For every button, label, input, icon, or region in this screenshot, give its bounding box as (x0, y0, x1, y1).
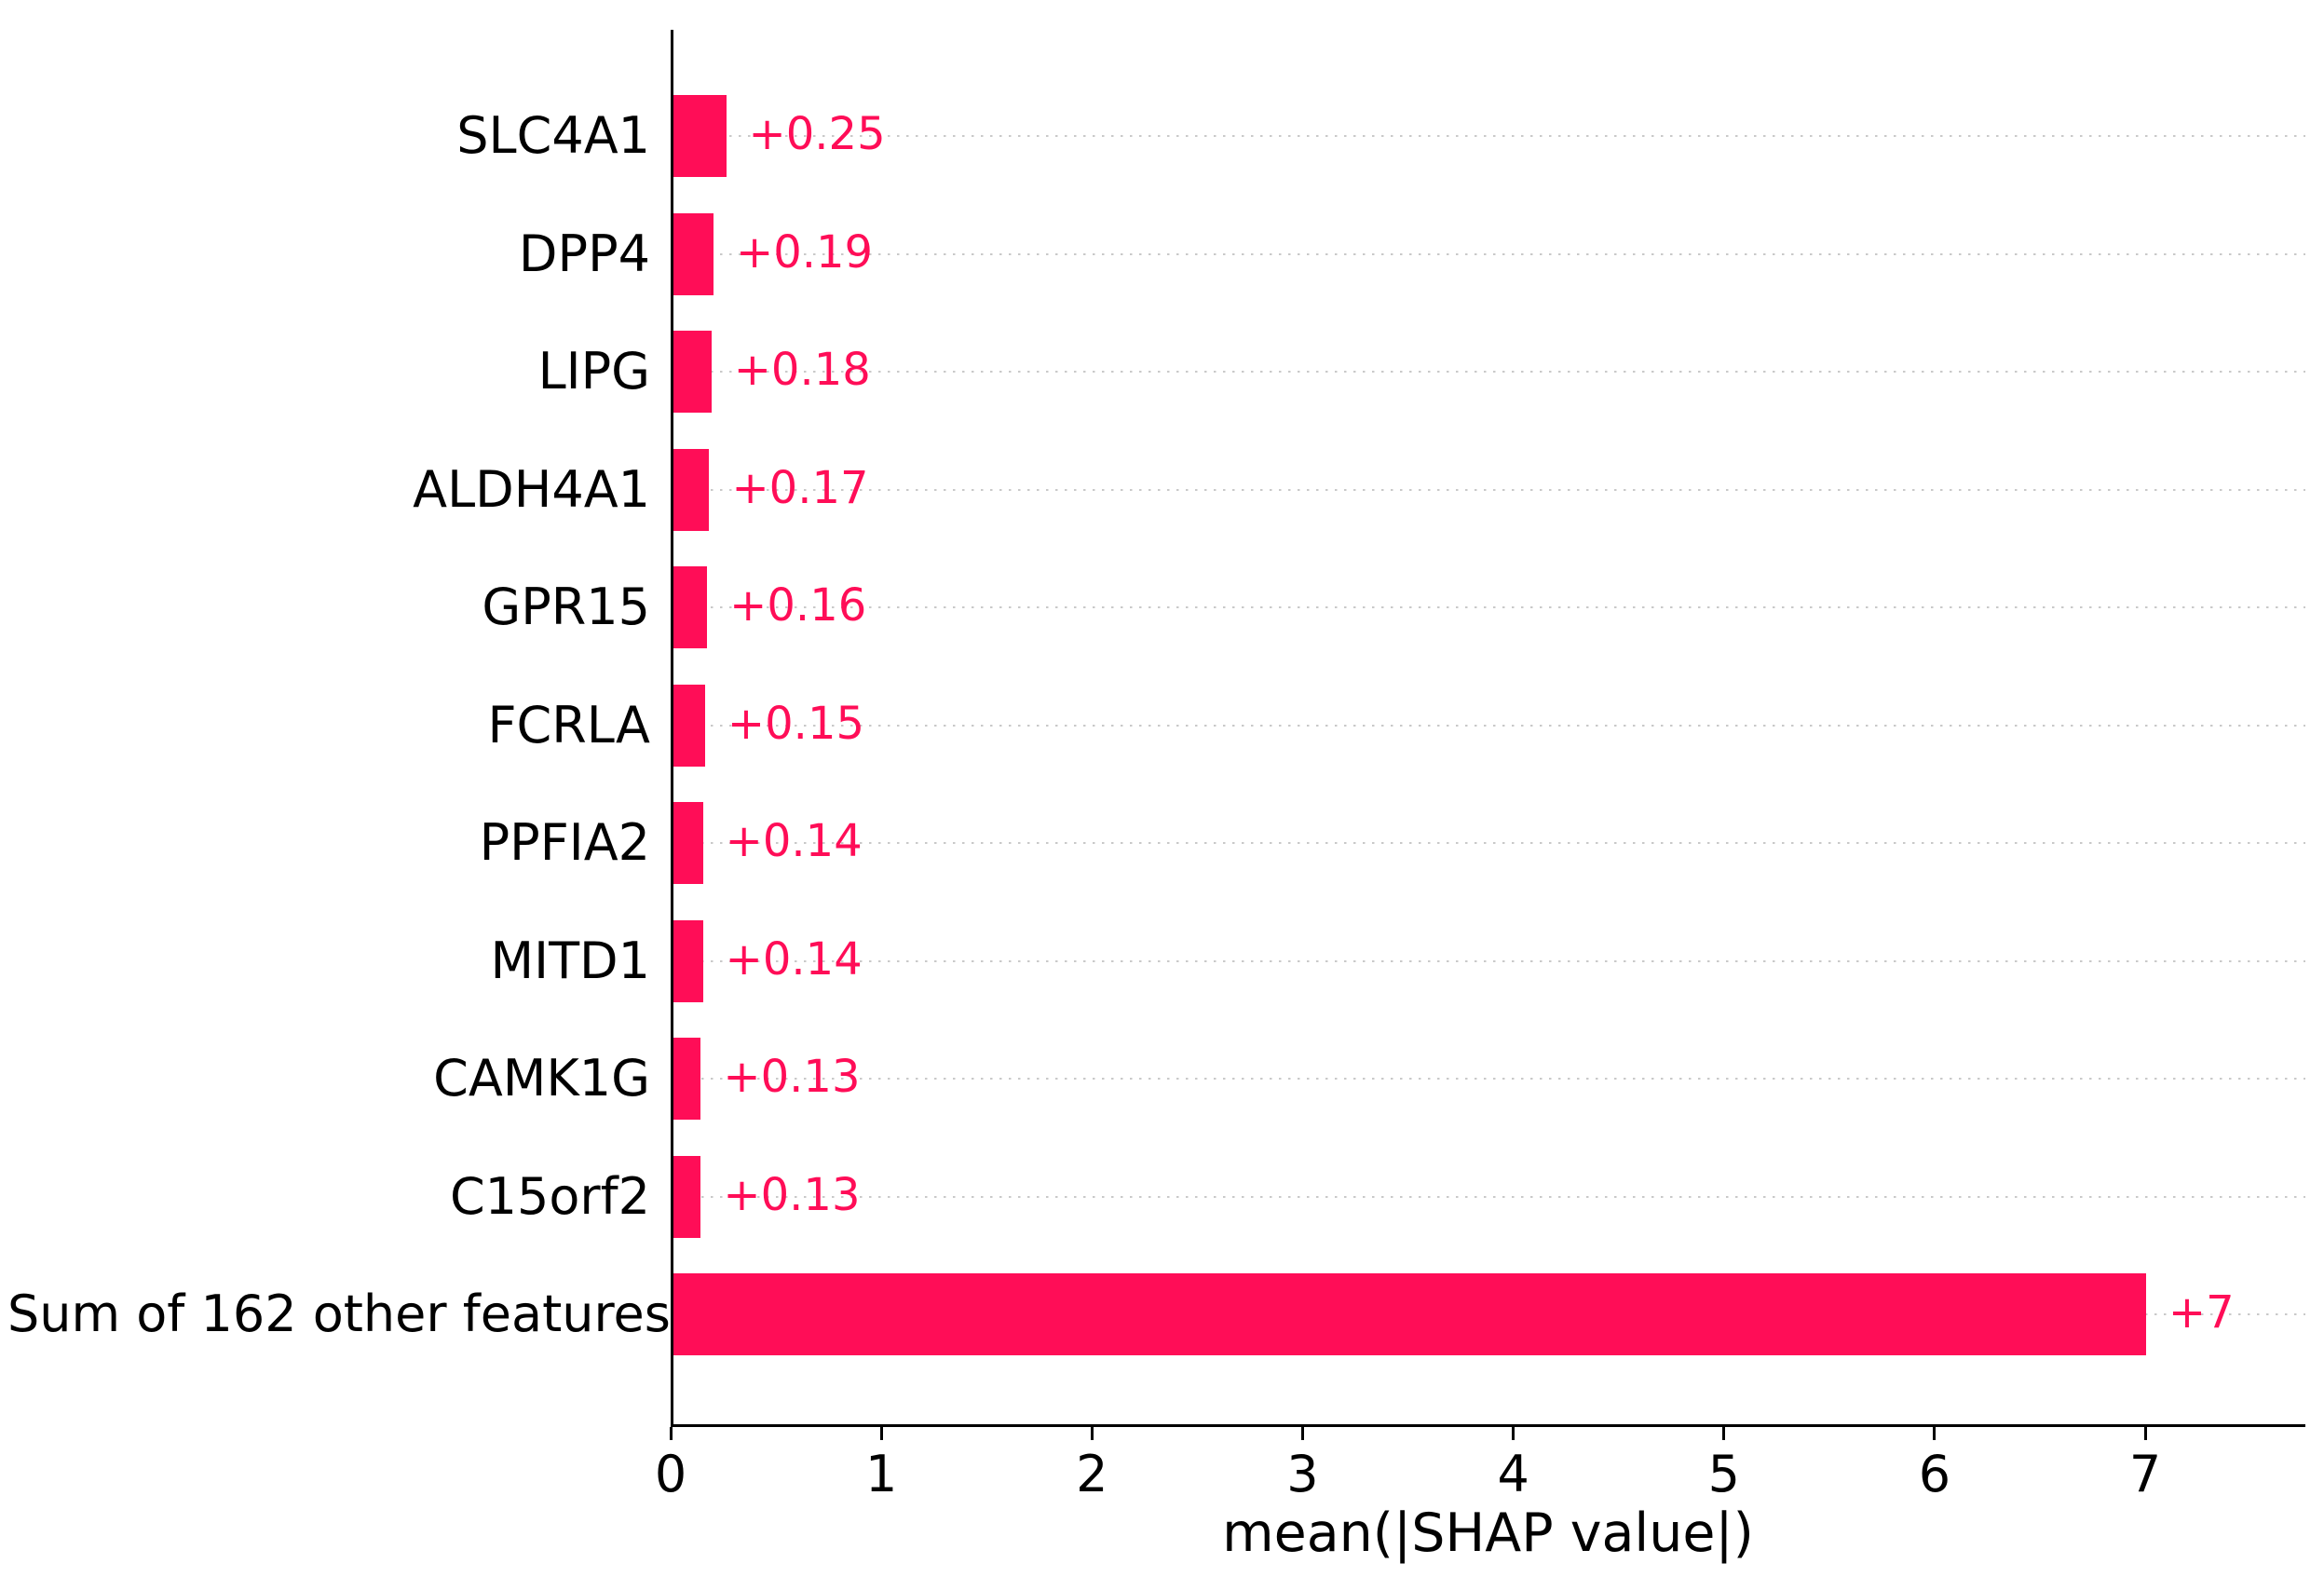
bar-value-label: +0.14 (725, 932, 863, 986)
gridline (673, 842, 2305, 844)
feature-label: GPR15 (482, 578, 650, 636)
bar (673, 1273, 2146, 1355)
bar-row: +0.14 (673, 784, 2305, 903)
bar (673, 1155, 701, 1238)
gridline (673, 606, 2305, 608)
gridline (673, 724, 2305, 727)
feature-label: C15orf2 (449, 1166, 650, 1226)
feature-label: Sum of 162 other features (7, 1285, 671, 1343)
bar-row: +0.19 (673, 195, 2305, 313)
x-tick-label: 4 (1497, 1445, 1529, 1503)
x-tick-mark (1300, 1427, 1304, 1440)
bar-value-label: +0.18 (733, 344, 871, 397)
bar-row: +0.13 (673, 1137, 2305, 1256)
x-tick-label: 3 (1286, 1445, 1319, 1503)
x-tick-mark (1512, 1427, 1515, 1440)
bar-value-label: +0.25 (748, 108, 886, 161)
bar (673, 802, 703, 884)
bar-row: +0.18 (673, 313, 2305, 431)
bar-row: +0.25 (673, 77, 2305, 196)
bar-row: +0.15 (673, 666, 2305, 784)
x-tick-label: 1 (864, 1445, 898, 1503)
bar-value-label: +7 (2168, 1286, 2235, 1339)
bar-value-label: +0.19 (735, 225, 874, 279)
x-tick-label: 5 (1707, 1445, 1740, 1503)
x-tick-label: 7 (2128, 1445, 2162, 1503)
feature-label: SLC4A1 (456, 106, 650, 165)
bar-value-label: +0.13 (723, 1168, 861, 1221)
bar-row: +0.17 (673, 430, 2305, 549)
bar (673, 331, 712, 413)
feature-label: LIPG (537, 342, 650, 401)
bar (673, 212, 714, 295)
x-tick-mark (1090, 1427, 1094, 1440)
x-tick-label: 6 (1918, 1445, 1951, 1503)
x-tick-mark (669, 1427, 673, 1440)
gridline (673, 488, 2305, 491)
bar-value-label: +0.16 (729, 579, 867, 632)
feature-label: MITD1 (490, 931, 650, 990)
bar (673, 684, 705, 767)
bar-row: +0.13 (673, 1020, 2305, 1138)
x-tick-mark (879, 1427, 883, 1440)
bar-value-label: +0.14 (725, 815, 863, 868)
x-axis-title: mean(|SHAP value|) (1222, 1502, 1754, 1564)
gridline (673, 1078, 2305, 1080)
x-tick-mark (1722, 1427, 1726, 1440)
feature-label: ALDH4A1 (413, 459, 650, 519)
bar (673, 95, 727, 177)
gridline (673, 959, 2305, 962)
bar-row: +0.14 (673, 902, 2305, 1020)
bar (673, 448, 710, 531)
x-tick-mark (1933, 1427, 1937, 1440)
bar-row: +7 (673, 1256, 2305, 1374)
bar (673, 566, 708, 648)
plot-area: +0.25 +0.19 +0.18 +0.17 +0.16 +0.15 +0.1… (671, 30, 2305, 1427)
bar-value-label: +0.15 (727, 697, 865, 750)
x-tick-mark (2143, 1427, 2147, 1440)
feature-label: DPP4 (518, 224, 650, 283)
bar-value-label: +0.17 (731, 461, 869, 514)
gridline (673, 252, 2305, 255)
bar (673, 1038, 701, 1120)
feature-label: FCRLA (487, 695, 650, 755)
bar (673, 919, 703, 1002)
x-tick-label: 0 (654, 1445, 687, 1503)
gridline (673, 371, 2305, 373)
bar-row: +0.16 (673, 549, 2305, 667)
feature-label: PPFIA2 (479, 813, 650, 872)
feature-label: CAMK1G (433, 1049, 650, 1108)
bar-value-label: +0.13 (723, 1051, 861, 1104)
gridline (673, 1195, 2305, 1198)
gridline (673, 135, 2305, 137)
x-tick-label: 2 (1076, 1445, 1108, 1503)
